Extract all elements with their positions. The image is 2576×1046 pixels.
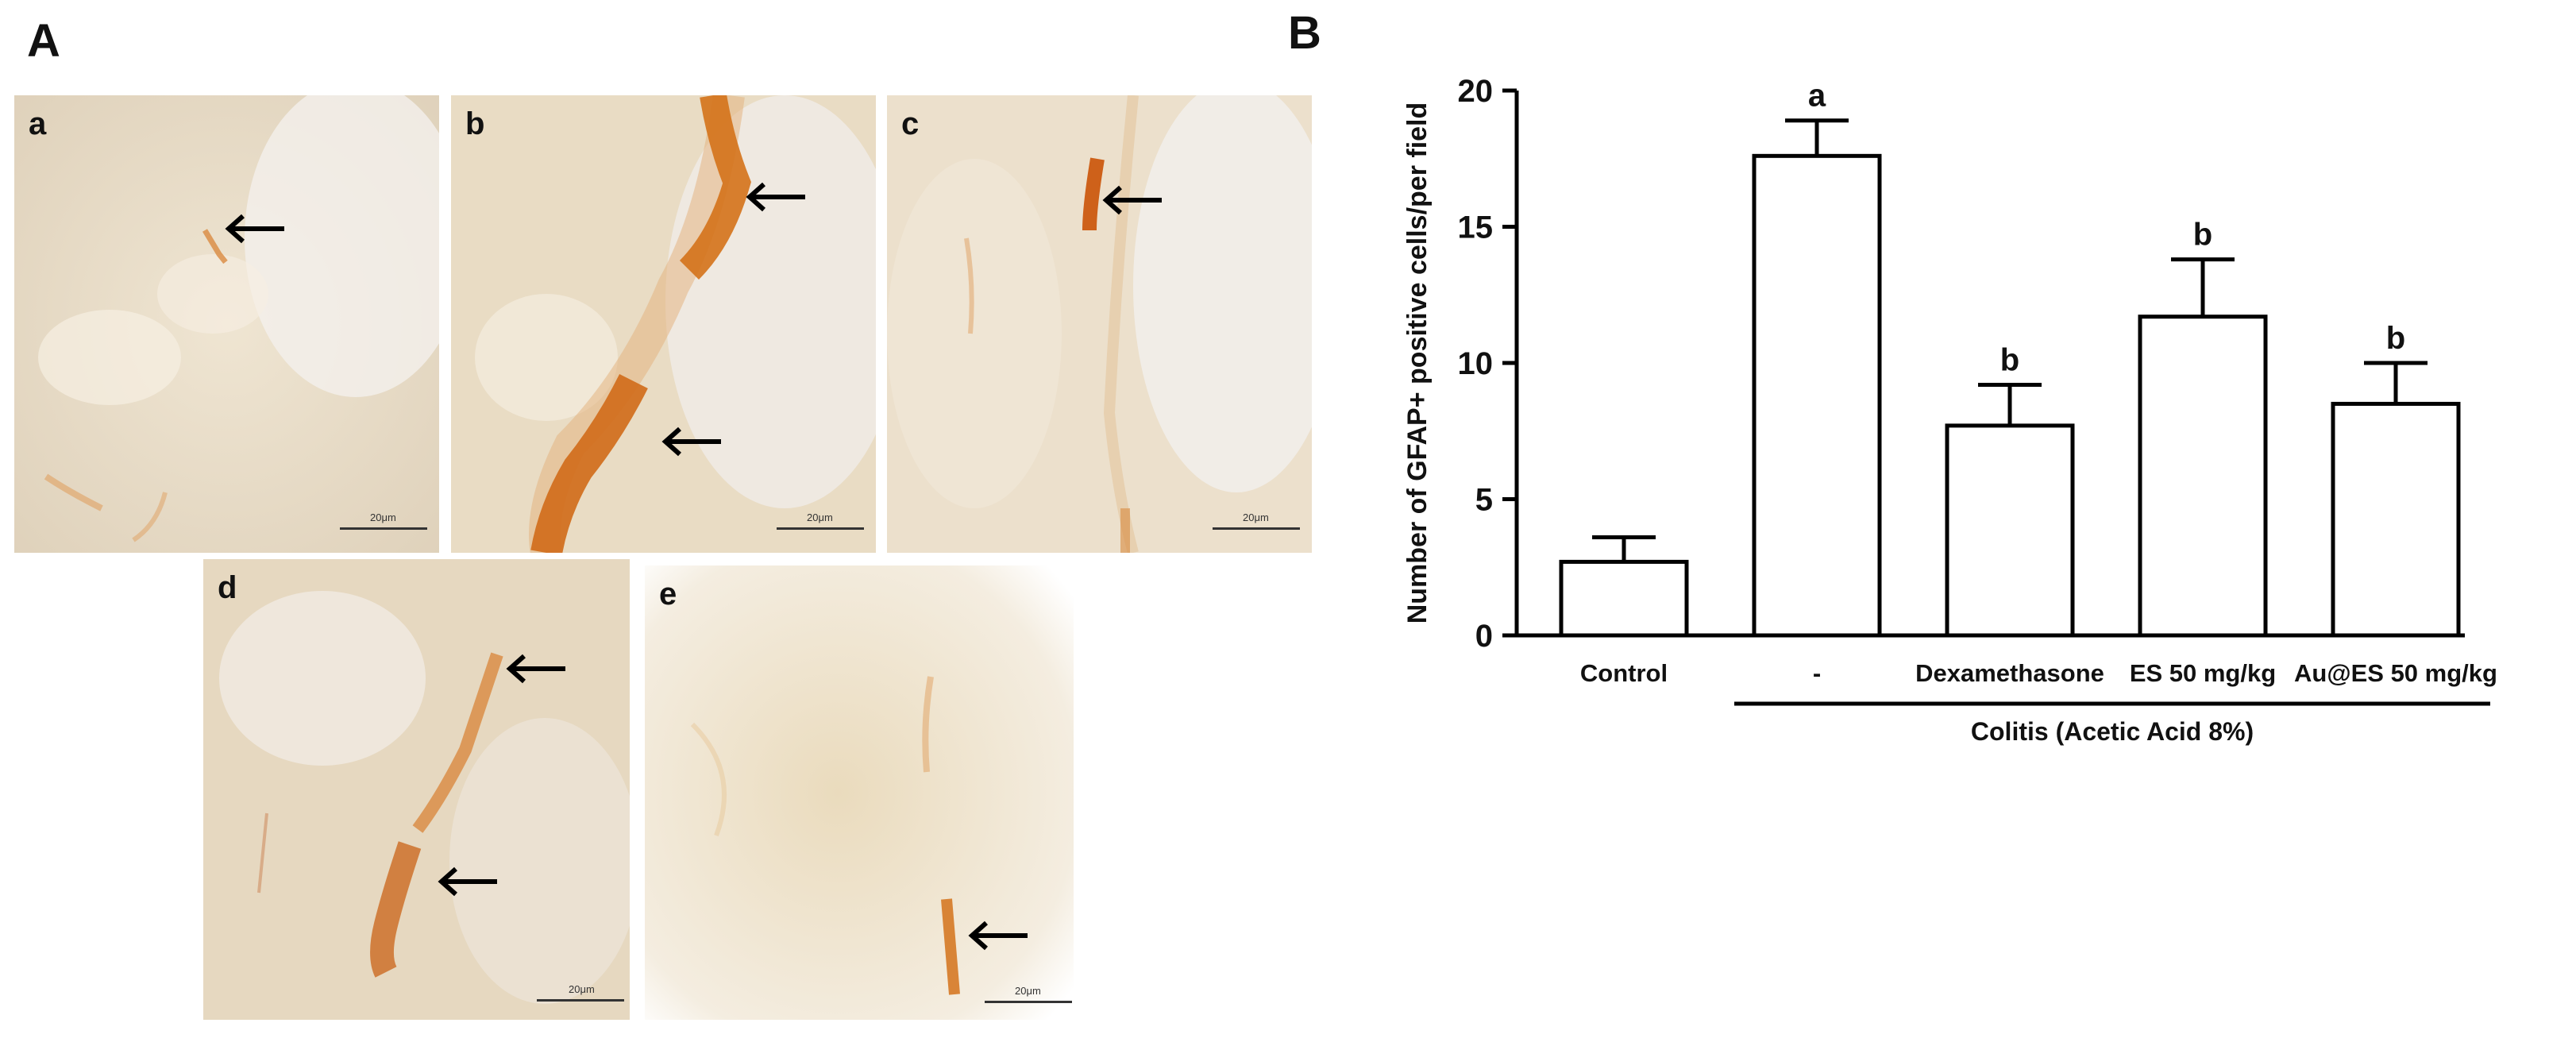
bar [1559, 559, 1689, 638]
scale-bar [537, 999, 624, 1002]
arrow-icon [661, 427, 721, 457]
arrow-icon [438, 867, 497, 897]
bar-chart: 0 5 10 15 20 Number of GFAP+ positive cells/p… [1402, 74, 2497, 746]
scale-bar [985, 1001, 1072, 1003]
x-tick-label: ES 50 mg/kg [2130, 659, 2276, 687]
micrograph-d-image [203, 559, 630, 1020]
micrograph-e-letter: e [659, 577, 677, 612]
micrograph-c-letter: c [901, 106, 920, 141]
bar [2138, 315, 2268, 638]
arrow-icon [968, 921, 1028, 951]
micrograph-a: a 20μm [14, 95, 439, 553]
scale-bar [777, 527, 864, 530]
micrograph-c-image [887, 95, 1312, 553]
group-label: Colitis (Acetic Acid 8%) [1971, 717, 2254, 746]
scale-bar-label: 20μm [1015, 985, 1041, 997]
micrograph-b-image [451, 95, 876, 553]
scale-bar-label: 20μm [370, 511, 396, 523]
micrograph-b: b 20μm [451, 95, 876, 553]
x-tick-label: Dexamethasone [1915, 659, 2104, 687]
micrograph-e-image [645, 565, 1074, 1020]
bar [1945, 423, 2075, 638]
x-tick-label: - [1813, 659, 1821, 687]
micrograph-b-letter: b [465, 106, 485, 141]
x-tick-label: Control [1580, 659, 1668, 687]
bar [2331, 401, 2461, 638]
bar [1752, 153, 1882, 638]
panel-a-letter: A [27, 15, 60, 67]
scale-bar [1213, 527, 1300, 530]
arrow-icon [225, 214, 284, 244]
significance-label: b [2386, 321, 2405, 356]
micrograph-d-letter: d [218, 570, 237, 605]
micrograph-a-letter: a [29, 106, 47, 141]
y-tick-label: 20 [1458, 74, 1494, 109]
significance-label: b [2000, 342, 2019, 377]
arrow-icon [746, 182, 805, 212]
y-tick-label: 5 [1475, 483, 1493, 518]
panel-b-letter: B [1288, 7, 1321, 59]
y-tick-label: 15 [1458, 210, 1494, 245]
plot-area: 0 5 10 15 20 Number of GFAP+ positive cells/p… [1402, 74, 2497, 746]
arrow-icon [1102, 185, 1162, 215]
arrow-icon [506, 654, 565, 684]
significance-label: a [1808, 79, 1826, 114]
scale-bar-label: 20μm [1243, 511, 1269, 523]
scale-bar [340, 527, 427, 530]
micrograph-a-image [14, 95, 439, 553]
scale-bar-label: 20μm [807, 511, 833, 523]
micrograph-d: d 20μm [203, 559, 630, 1020]
micrograph-e: e 20μm [645, 565, 1074, 1020]
x-tick-label: Au@ES 50 mg/kg [2294, 659, 2497, 687]
y-tick-label: 0 [1475, 619, 1493, 654]
scale-bar-label: 20μm [569, 983, 595, 995]
y-axis-label: Number of GFAP+ positive cells/per field [1402, 102, 1433, 624]
micrograph-c: c 20μm [887, 95, 1312, 553]
significance-label: b [2193, 218, 2212, 253]
y-tick-label: 10 [1458, 346, 1494, 381]
